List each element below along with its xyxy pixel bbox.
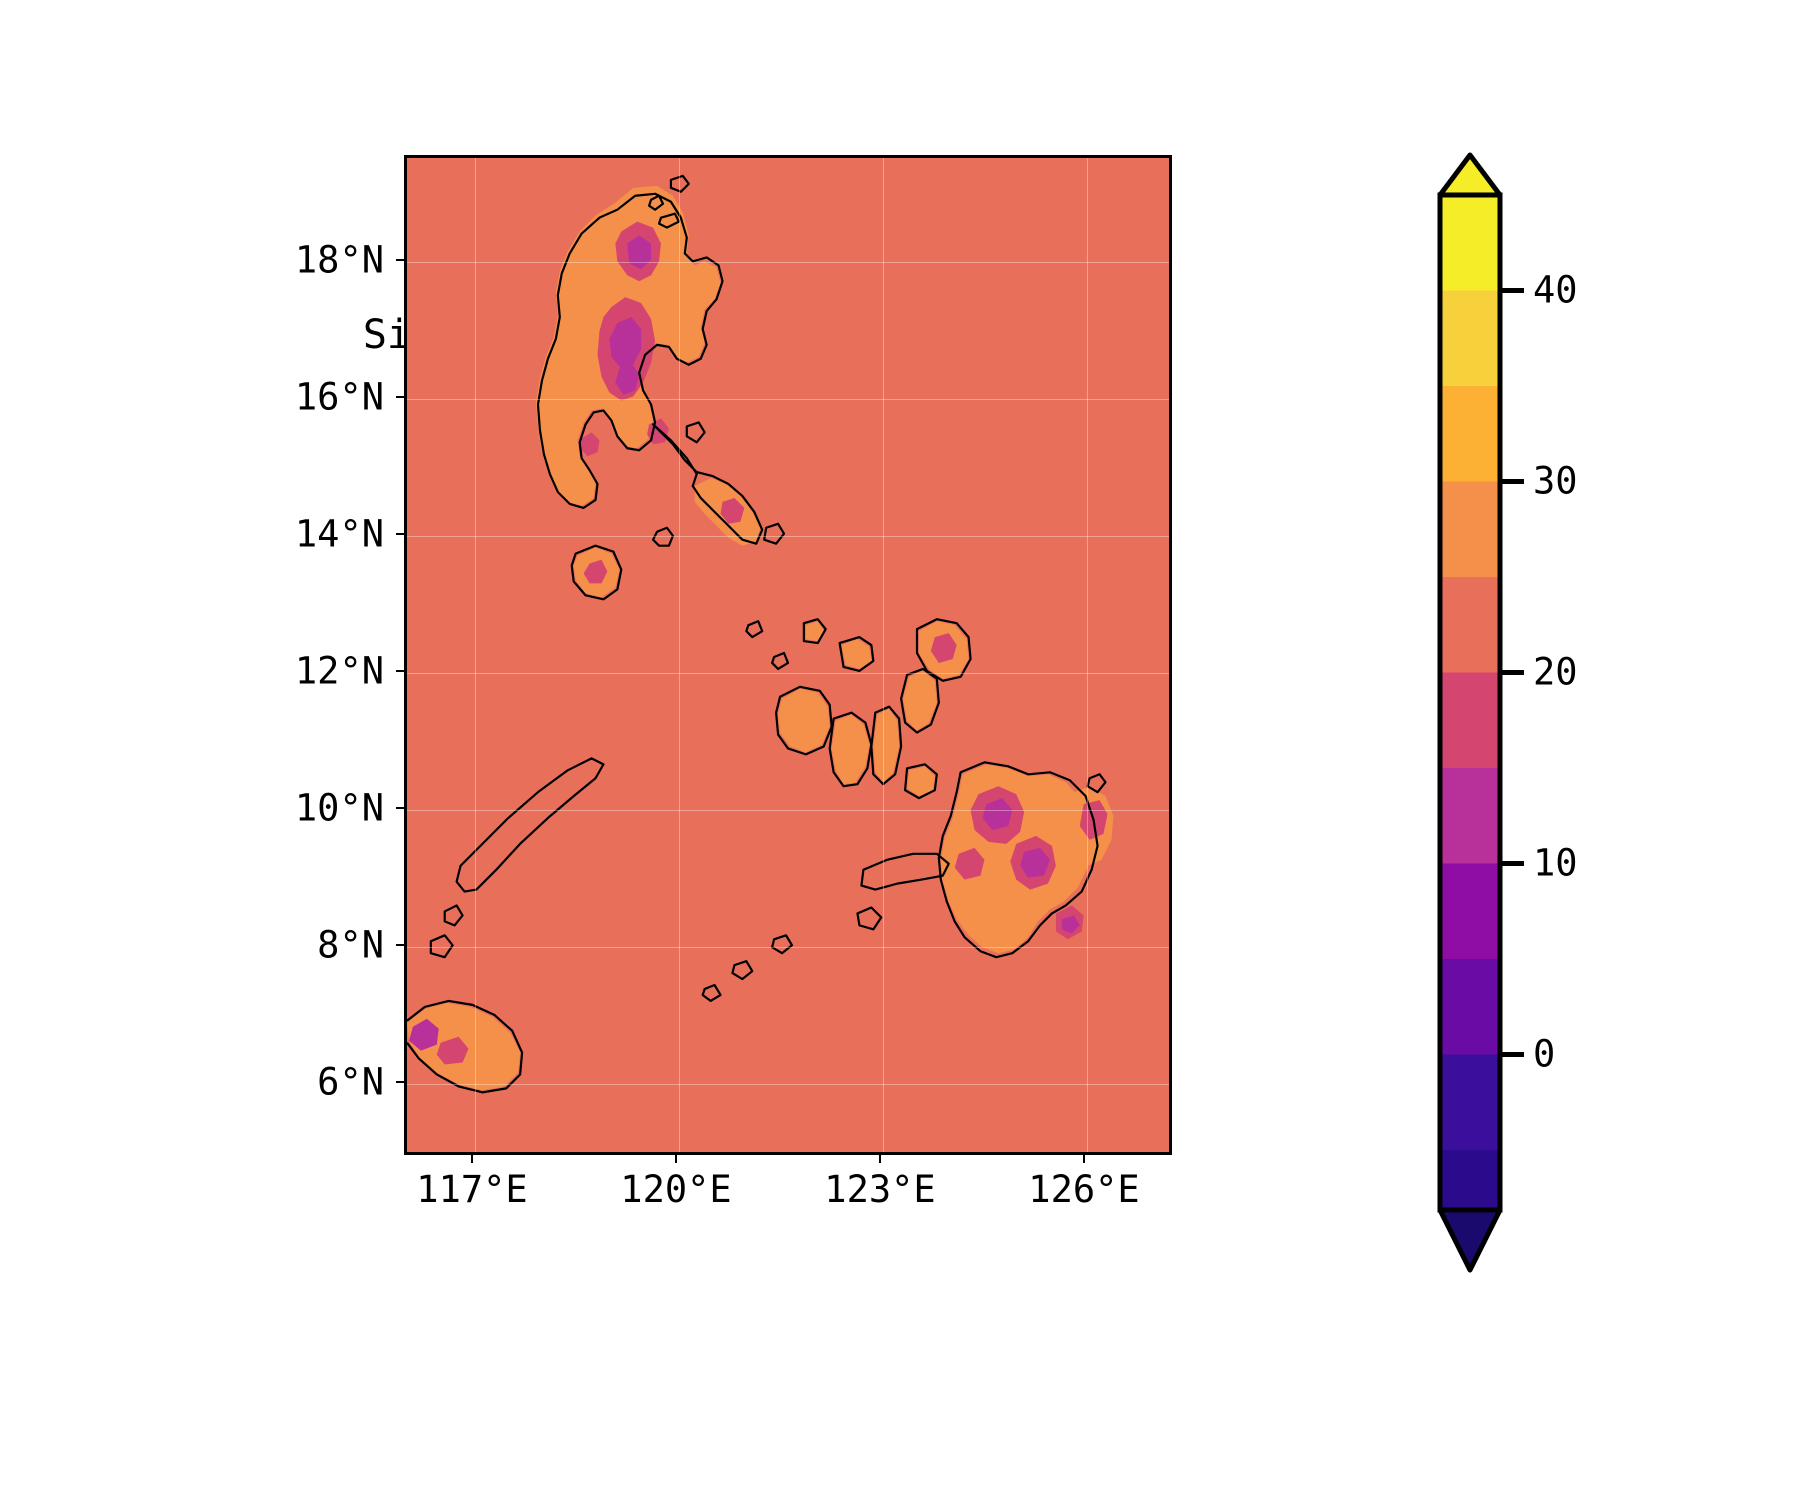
y-axis-label-16N: 16°N (294, 375, 384, 419)
colorbar-tick-30: 30 (1533, 459, 1578, 503)
colorbar-tick-0: 0 (1533, 1032, 1556, 1076)
x-axis-tick (1083, 1155, 1085, 1163)
y-axis-label-8N: 8°N (317, 923, 384, 967)
x-axis-label-126E: 126°E (1028, 1168, 1140, 1211)
y-axis-tick (396, 670, 404, 672)
y-axis-tick (396, 396, 404, 398)
y-axis-tick (396, 1081, 404, 1083)
colorbar-tick-40: 40 (1533, 268, 1578, 312)
x-axis-label-123E: 123°E (824, 1168, 936, 1211)
y-axis-label-10N: 10°N (294, 786, 384, 830)
x-axis-label-117E: 117°E (416, 1168, 528, 1211)
y-axis-label-14N: 14°N (294, 512, 384, 556)
colorbar-gradient (1437, 152, 1524, 1273)
y-axis-tick (396, 533, 404, 535)
y-axis-label-18N: 18°N (294, 238, 384, 282)
y-axis-label-12N: 12°N (294, 649, 384, 693)
temperature-contour-map (407, 158, 1169, 1152)
y-axis-label-6N: 6°N (317, 1060, 384, 1104)
y-axis-tick (396, 807, 404, 809)
colorbar-tick-20: 20 (1533, 650, 1578, 694)
x-axis-tick (675, 1155, 677, 1163)
x-axis-tick (879, 1155, 881, 1163)
x-axis-tick (471, 1155, 473, 1163)
y-axis-tick (396, 259, 404, 261)
colorbar-tick-10: 10 (1533, 841, 1578, 885)
y-axis-tick (396, 944, 404, 946)
x-axis-label-120E: 120°E (620, 1168, 732, 1211)
colorbar[interactable]: 40 30 20 10 0 (1437, 150, 1578, 1310)
map-plot-area[interactable] (404, 155, 1172, 1155)
